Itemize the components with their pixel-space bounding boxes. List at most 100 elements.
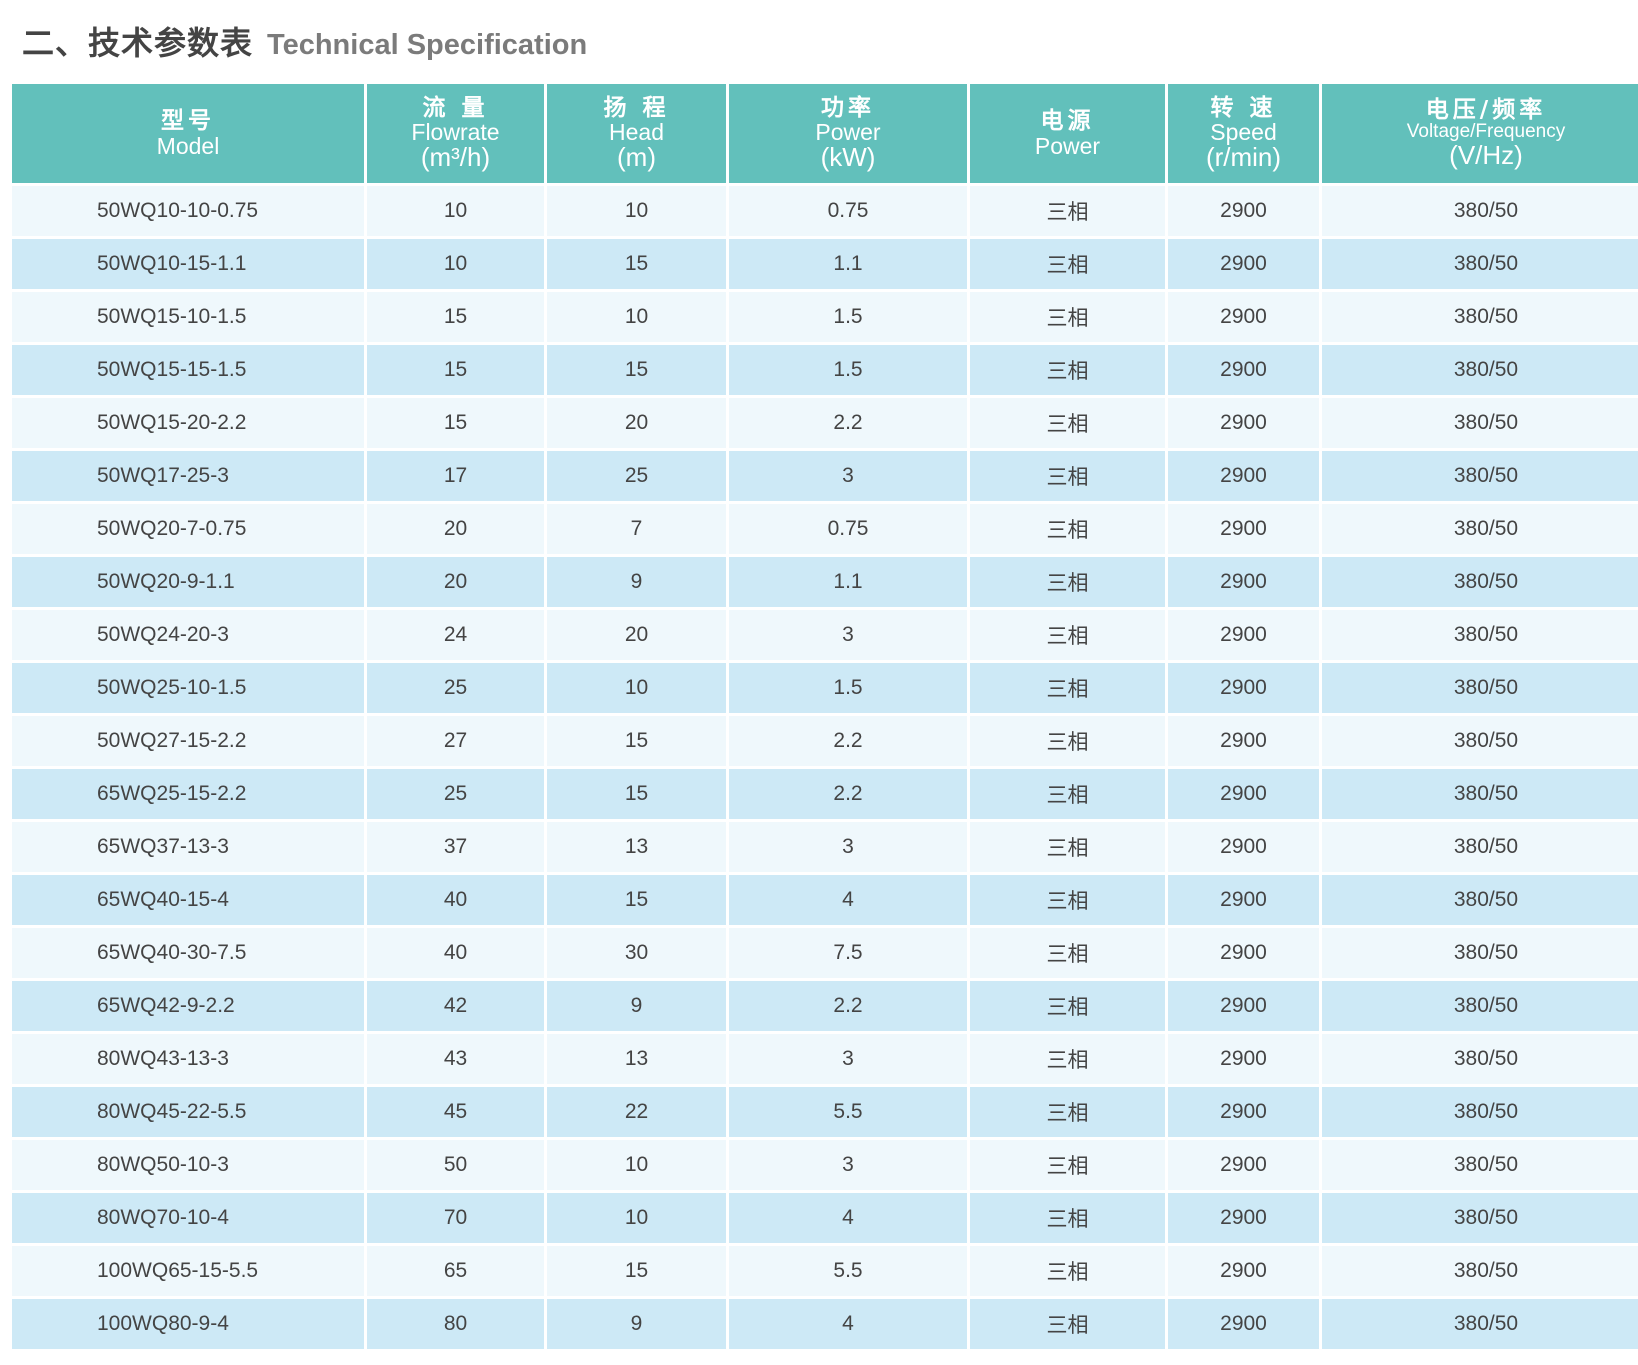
cell-head: 15 xyxy=(547,769,726,819)
table-row: 100WQ80-9-4 80 9 4 三相 2900 380/50 xyxy=(12,1299,1638,1349)
header-unit: (V/Hz) xyxy=(1449,139,1523,170)
cell-power-source: 三相 xyxy=(970,1299,1165,1349)
header-en: Flowrate xyxy=(411,118,500,145)
cell-head: 10 xyxy=(547,292,726,342)
cell-power: 2.2 xyxy=(729,769,967,819)
column-header-model: 型号 Model xyxy=(12,84,364,183)
cell-speed: 2900 xyxy=(1168,663,1319,713)
cell-flowrate: 15 xyxy=(367,398,544,448)
cell-head: 7 xyxy=(547,504,726,554)
cell-power-source: 三相 xyxy=(970,186,1165,236)
cell-head: 15 xyxy=(547,239,726,289)
cell-power: 3 xyxy=(729,451,967,501)
column-header-flowrate: 流 量 Flowrate (m³/h) xyxy=(367,84,544,183)
cell-voltage-frequency: 380/50 xyxy=(1322,398,1638,448)
cell-flowrate: 40 xyxy=(367,928,544,978)
cell-power: 1.5 xyxy=(729,345,967,395)
header-unit: (r/min) xyxy=(1205,141,1282,172)
cell-head: 9 xyxy=(547,981,726,1031)
cell-power-source: 三相 xyxy=(970,292,1165,342)
column-header-head: 扬 程 Head (m) xyxy=(547,84,726,183)
cell-voltage-frequency: 380/50 xyxy=(1322,875,1638,925)
cell-flowrate: 37 xyxy=(367,822,544,872)
cell-voltage-frequency: 380/50 xyxy=(1322,928,1638,978)
table-row: 65WQ25-15-2.2 25 15 2.2 三相 2900 380/50 xyxy=(12,769,1638,819)
cell-model: 100WQ65-15-5.5 xyxy=(12,1246,364,1296)
table-row: 80WQ45-22-5.5 45 22 5.5 三相 2900 380/50 xyxy=(12,1087,1638,1137)
cell-power-source: 三相 xyxy=(970,1087,1165,1137)
table-row: 80WQ50-10-3 50 10 3 三相 2900 380/50 xyxy=(12,1140,1638,1190)
cell-power-source: 三相 xyxy=(970,875,1165,925)
cell-voltage-frequency: 380/50 xyxy=(1322,716,1638,766)
cell-power-source: 三相 xyxy=(970,504,1165,554)
cell-voltage-frequency: 380/50 xyxy=(1322,239,1638,289)
header-zh: 功率 xyxy=(821,94,875,121)
cell-model: 50WQ20-7-0.75 xyxy=(12,504,364,554)
cell-power-source: 三相 xyxy=(970,1193,1165,1243)
spec-table: 型号 Model 流 量 Flowrate (m³/h) 扬 程 Head (m) 功率 Powe… xyxy=(9,81,1638,1352)
title-zh: 二、技术参数表 xyxy=(22,24,254,62)
cell-speed: 2900 xyxy=(1168,1193,1319,1243)
cell-power-source: 三相 xyxy=(970,928,1165,978)
cell-model: 50WQ20-9-1.1 xyxy=(12,557,364,607)
cell-speed: 2900 xyxy=(1168,292,1319,342)
cell-model: 65WQ42-9-2.2 xyxy=(12,981,364,1031)
cell-speed: 2900 xyxy=(1168,1246,1319,1296)
cell-speed: 2900 xyxy=(1168,186,1319,236)
cell-head: 22 xyxy=(547,1087,726,1137)
cell-power: 3 xyxy=(729,822,967,872)
header-en: Head xyxy=(609,118,664,145)
header-en: Voltage/Frequency xyxy=(1406,120,1566,142)
cell-power: 5.5 xyxy=(729,1246,967,1296)
table-row: 65WQ37-13-3 37 13 3 三相 2900 380/50 xyxy=(12,822,1638,872)
cell-head: 13 xyxy=(547,1034,726,1084)
cell-power-source: 三相 xyxy=(970,1140,1165,1190)
cell-voltage-frequency: 380/50 xyxy=(1322,292,1638,342)
cell-voltage-frequency: 380/50 xyxy=(1322,769,1638,819)
cell-flowrate: 80 xyxy=(367,1299,544,1349)
cell-power: 0.75 xyxy=(729,504,967,554)
cell-power-source: 三相 xyxy=(970,663,1165,713)
cell-power-source: 三相 xyxy=(970,557,1165,607)
table-row: 50WQ15-15-1.5 15 15 1.5 三相 2900 380/50 xyxy=(12,345,1638,395)
cell-model: 50WQ24-20-3 xyxy=(12,610,364,660)
cell-model: 50WQ10-10-0.75 xyxy=(12,186,364,236)
cell-flowrate: 25 xyxy=(367,663,544,713)
cell-voltage-frequency: 380/50 xyxy=(1322,557,1638,607)
table-row: 80WQ70-10-4 70 10 4 三相 2900 380/50 xyxy=(12,1193,1638,1243)
cell-head: 13 xyxy=(547,822,726,872)
cell-model: 65WQ40-15-4 xyxy=(12,875,364,925)
cell-power-source: 三相 xyxy=(970,981,1165,1031)
cell-flowrate: 25 xyxy=(367,769,544,819)
cell-power: 3 xyxy=(729,610,967,660)
table-row: 100WQ65-15-5.5 65 15 5.5 三相 2900 380/50 xyxy=(12,1246,1638,1296)
cell-power: 2.2 xyxy=(729,981,967,1031)
cell-flowrate: 15 xyxy=(367,345,544,395)
table-row: 65WQ40-15-4 40 15 4 三相 2900 380/50 xyxy=(12,875,1638,925)
cell-power: 1.1 xyxy=(729,557,967,607)
cell-model: 100WQ80-9-4 xyxy=(12,1299,364,1349)
cell-voltage-frequency: 380/50 xyxy=(1322,1193,1638,1243)
header-en: Speed xyxy=(1210,118,1277,145)
cell-flowrate: 24 xyxy=(367,610,544,660)
cell-power-source: 三相 xyxy=(970,451,1165,501)
cell-model: 50WQ15-10-1.5 xyxy=(12,292,364,342)
header-en: Power xyxy=(1034,132,1101,159)
table-row: 65WQ40-30-7.5 40 30 7.5 三相 2900 380/50 xyxy=(12,928,1638,978)
header-en: Power xyxy=(815,118,881,145)
cell-power-source: 三相 xyxy=(970,822,1165,872)
cell-power: 4 xyxy=(729,1193,967,1243)
header-zh: 型号 xyxy=(161,108,215,135)
cell-speed: 2900 xyxy=(1168,451,1319,501)
cell-flowrate: 17 xyxy=(367,451,544,501)
cell-flowrate: 70 xyxy=(367,1193,544,1243)
cell-model: 65WQ40-30-7.5 xyxy=(12,928,364,978)
page-title: 二、技术参数表 Technical Specification xyxy=(22,18,587,64)
cell-head: 15 xyxy=(547,345,726,395)
cell-flowrate: 10 xyxy=(367,186,544,236)
cell-model: 80WQ70-10-4 xyxy=(12,1193,364,1243)
cell-power: 1.5 xyxy=(729,663,967,713)
cell-speed: 2900 xyxy=(1168,504,1319,554)
cell-power: 1.5 xyxy=(729,292,967,342)
column-header-power: 功率 Power (kW) xyxy=(729,84,967,183)
